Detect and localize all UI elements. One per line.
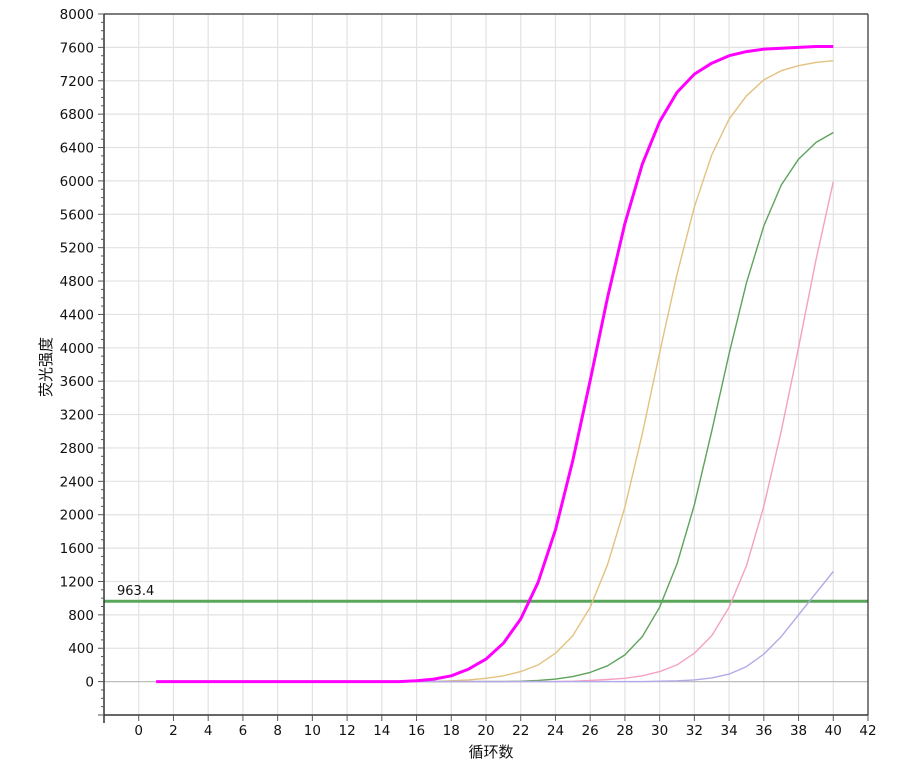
y-tick-label: 4800 [60,274,94,290]
x-tick-label: 30 [651,723,668,739]
y-tick-label: 7200 [60,74,94,90]
axes: 0400800120016002000240028003200360040004… [60,7,877,739]
y-tick-label: 8000 [60,7,94,23]
y-tick-label: 6800 [60,107,94,123]
x-axis-label: 循环数 [468,743,513,761]
y-tick-label: 1600 [60,541,94,557]
y-tick-label: 5600 [60,207,94,223]
x-tick-label: 6 [239,723,248,739]
x-tick-label: 32 [686,723,703,739]
x-tick-label: 24 [547,723,564,739]
x-tick-label: 26 [582,723,599,739]
x-tick-label: 18 [443,723,460,739]
x-tick-label: 10 [304,723,321,739]
y-tick-label: 3600 [60,374,94,390]
y-axis-label: 荧光强度 [37,337,55,397]
x-tick-label: 20 [477,723,494,739]
x-tick-label: 16 [408,723,425,739]
threshold-label: 963.4 [117,584,154,599]
y-tick-label: 5200 [60,241,94,257]
x-tick-label: 38 [790,723,807,739]
y-tick-label: 2400 [60,474,94,490]
series-line-5 [156,571,834,683]
y-tick-label: 6000 [60,174,94,190]
y-tick-label: 400 [68,641,94,657]
x-tick-label: 2 [169,723,178,739]
series-line-2 [156,60,834,683]
y-tick-label: 6400 [60,141,94,157]
y-tick-label: 800 [68,608,94,624]
series-line-1 [156,45,834,684]
threshold-group: 963.4 [104,584,868,603]
y-tick-label: 3200 [60,408,94,424]
x-tick-label: 22 [512,723,529,739]
x-tick-label: 34 [720,723,737,739]
x-tick-label: 4 [204,723,213,739]
x-tick-label: 8 [273,723,282,739]
y-tick-label: 1200 [60,574,94,590]
y-tick-label: 7600 [60,40,94,56]
series-line-4 [156,181,834,683]
y-tick-label: 2800 [60,441,94,457]
x-tick-label: 42 [859,723,876,739]
x-tick-label: 14 [373,723,390,739]
y-tick-label: 2000 [60,508,94,524]
series-group [156,45,834,684]
x-tick-label: 12 [338,723,355,739]
y-tick-label: 0 [85,675,94,691]
x-tick-label: 0 [134,723,143,739]
y-tick-label: 4000 [60,341,94,357]
grid [104,13,869,715]
x-tick-label: 40 [825,723,842,739]
x-tick-label: 36 [755,723,772,739]
y-tick-label: 4400 [60,307,94,323]
x-tick-label: 28 [616,723,633,739]
